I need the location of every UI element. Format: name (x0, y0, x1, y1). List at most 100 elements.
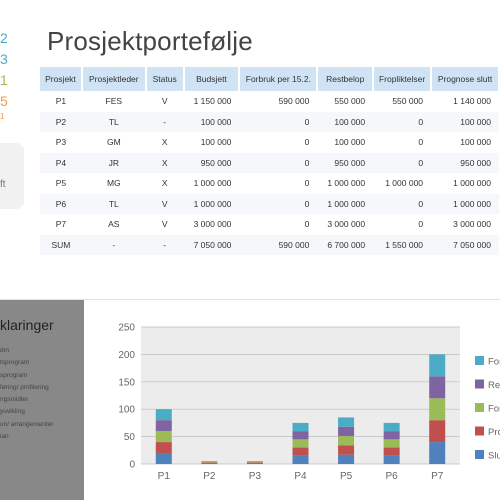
left-digit: 5 (0, 93, 8, 109)
table-cell: 0 (418, 137, 424, 148)
explanation-item: dm (0, 347, 10, 354)
bar-segment (429, 442, 446, 464)
explanation-item: ian (0, 433, 9, 441)
bar-segment (429, 354, 446, 377)
table-cell: 1 150 000 (193, 96, 232, 107)
table-cell: X (145, 152, 184, 173)
bar-segment (292, 422, 309, 432)
table-row: P7 AS V 3 000 000 0 3 000 000 0 3 000 000 (40, 214, 499, 235)
table-header-row: Prosjekt Prosjektleder Status Budsjett F… (40, 67, 500, 91)
explanation-item: føring/ profilering (0, 383, 49, 391)
table-cell: V (145, 193, 184, 214)
left-digit: 1 (0, 112, 5, 121)
column-header: Budsjett (183, 67, 241, 91)
table-cell: P2 (40, 111, 82, 132)
bar-segment (383, 439, 400, 448)
x-tick-label: P6 (386, 471, 399, 482)
section-divider (0, 299, 500, 300)
table-cell: 950 000 (183, 152, 240, 173)
explanation-item: ngsmidler (0, 396, 29, 404)
table-cell: 0 (304, 219, 310, 230)
table-cell: 0 (304, 137, 310, 148)
legend-swatch (475, 450, 484, 459)
table-cell: 3 000 000 (193, 219, 232, 230)
x-tick-label: P2 (203, 471, 216, 482)
table-cell: 0 (373, 111, 432, 132)
table-row: P4 JR X 950 000 0 950 000 0 950 000 (40, 152, 499, 173)
table-cell: 0 (373, 193, 432, 214)
bar-segment (155, 453, 172, 464)
table-row: P6 TL V 1 000 000 0 1 000 000 0 1 000 000 (40, 193, 499, 214)
table-cell: FES (105, 96, 123, 107)
bar-segment (246, 462, 263, 463)
table-cell: P1 (55, 96, 67, 107)
left-digit: 1 (0, 72, 8, 88)
table-cell: 1 140 000 (453, 96, 491, 107)
table-cell: 950 000 (431, 152, 499, 173)
budget-chart: 0 50 100 150 200 250 P1 P2 P3 P4 P5 P6 P7 Forbru Rest F… (84, 300, 500, 500)
left-digit: 3 (0, 51, 8, 67)
legend-label: Prog (488, 427, 500, 438)
x-tick-label: P5 (340, 471, 353, 482)
legend-label: Slutt (488, 451, 500, 462)
table-cell: 100 000 (460, 137, 491, 148)
legend-swatch (475, 356, 484, 365)
x-tick-label: P4 (294, 471, 307, 482)
bar-segment (338, 445, 355, 455)
page-title: Prosjektportefølje (47, 26, 253, 56)
explanation-item: yuvikling (0, 408, 25, 416)
table-cell: 100 000 (431, 111, 499, 132)
explanations-list: dm tsprogram sprogram føring/ profilering ng… (0, 345, 53, 443)
table-cell: 1 000 000 (317, 193, 374, 214)
left-fragment-card-text: ft (0, 179, 6, 190)
column-header: Prosjektleder (81, 67, 147, 91)
table-cell: X (161, 137, 168, 148)
table-cell: P7 (55, 219, 67, 230)
table-cell: 550 000 (392, 96, 424, 107)
bar-segment (201, 461, 218, 462)
table-cell: 0 (239, 193, 318, 214)
bar-segment (429, 398, 446, 421)
bar-segment (201, 462, 218, 463)
bar-segment (292, 447, 309, 456)
bar-segment (338, 454, 355, 464)
column-header: Prognose slutt (431, 67, 500, 91)
left-digit: 2 (0, 30, 8, 46)
column-header: Status (145, 67, 185, 91)
explanation-item: tsprogram (0, 359, 30, 367)
bar-segment (155, 420, 172, 432)
table-cell: 1 000 000 (193, 178, 232, 189)
table-cell: P3 (55, 137, 67, 148)
bar-segment (246, 461, 263, 463)
explanation-item: sprogram (0, 371, 28, 379)
y-tick-label: 150 (118, 377, 135, 388)
table-cell: 1 000 000 (431, 193, 499, 214)
bar-segment (246, 461, 263, 462)
bar-segment (201, 461, 218, 463)
bar-segment (201, 462, 218, 464)
bar-segment (155, 442, 172, 454)
table-cell: MG (106, 178, 121, 189)
table-cell: 6 700 000 (317, 234, 374, 255)
bar-segment (292, 455, 309, 464)
table-cell: - (145, 234, 184, 255)
legend-label: Forbru (488, 357, 500, 368)
bar-segment (338, 417, 355, 427)
table-cell: P4 (40, 152, 82, 173)
table-cell: GM (106, 137, 121, 148)
table-row: P1 FES V 1 150 000 590 000 550 000 550 000 1 14… (40, 91, 499, 112)
table-cell: 0 (239, 111, 318, 132)
table-cell: 100 000 (183, 111, 240, 132)
table-cell: TL (81, 193, 146, 214)
table-cell: JR (81, 152, 146, 173)
table-cell: 100 000 (334, 137, 366, 148)
portfolio-table: Prosjekt Prosjektleder Status Budsjett F… (40, 67, 500, 255)
table-cell: V (161, 219, 168, 230)
table-row: P5 MG X 1 000 000 0 1 000 000 1 000 000 1 000 0… (40, 173, 499, 194)
table-cell: X (161, 178, 168, 189)
y-tick-label: 200 (118, 350, 135, 361)
table-cell: 0 (239, 152, 318, 173)
legend-label: Forp (488, 404, 500, 415)
bar-segment (383, 455, 400, 464)
column-header: Prosjekt (40, 67, 83, 91)
